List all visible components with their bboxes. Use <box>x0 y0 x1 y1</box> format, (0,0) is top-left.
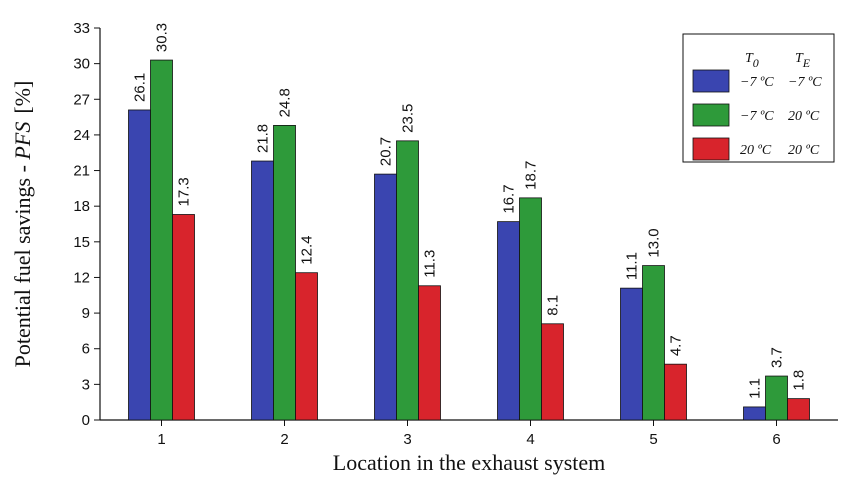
legend-te-value: 20 ºC <box>788 143 820 158</box>
y-tick-label: 18 <box>73 198 90 215</box>
data-label: 23.5 <box>400 104 417 133</box>
bar <box>664 363 687 421</box>
bar <box>128 109 151 421</box>
legend-t0-value: −7 ºC <box>740 75 774 90</box>
bar <box>295 272 318 421</box>
x-axis-ticks: 1 2 3 4 5 6 <box>157 420 781 448</box>
legend-rows: −7 ºC −7 ºC −7 ºC 20 ºC 20 ºC 20 ºC <box>692 69 822 161</box>
bar <box>251 160 274 421</box>
data-label: 24.8 <box>277 88 294 117</box>
bar <box>396 140 419 421</box>
y-tick-label: 21 <box>73 163 90 180</box>
bar <box>765 375 788 421</box>
y-tick-label: 6 <box>82 341 90 358</box>
legend-t0-value: 20 ºC <box>740 143 772 158</box>
data-label: 8.1 <box>545 295 562 316</box>
y-tick-label: 12 <box>73 269 90 286</box>
legend-swatch <box>692 137 730 161</box>
data-label: 12.4 <box>299 235 316 264</box>
data-label: 26.1 <box>132 73 149 102</box>
y-tick-label: 0 <box>82 412 90 429</box>
bar <box>374 173 397 421</box>
y-tick-label: 15 <box>73 234 90 251</box>
legend-swatch <box>692 103 730 127</box>
legend-te-value: 20 ºC <box>788 109 820 124</box>
data-label: 1.8 <box>791 370 808 391</box>
y-tick-label: 24 <box>73 127 90 144</box>
data-labels: 26.1 30.3 17.3 21.8 24.8 12.4 20.7 23.5 11.3 16.7… <box>132 23 808 399</box>
legend-header-t0-sub: 0 <box>753 56 759 70</box>
bar-series <box>128 59 810 421</box>
bar <box>273 125 296 421</box>
x-tick-label: 1 <box>157 431 165 448</box>
bar <box>620 287 643 421</box>
data-label: 17.3 <box>176 177 193 206</box>
data-label: 4.7 <box>668 335 685 356</box>
y-tick-label: 33 <box>73 20 90 37</box>
x-tick-label: 5 <box>649 431 657 448</box>
legend-header-t0-main: T <box>745 51 754 66</box>
x-tick-label: 6 <box>772 431 780 448</box>
legend-te-value: −7 ºC <box>788 75 822 90</box>
legend-header-t0: T0 <box>745 51 759 70</box>
bar <box>642 265 665 421</box>
data-label: 16.7 <box>501 184 518 213</box>
x-axis-title: Location in the exhaust system <box>333 450 606 475</box>
bar <box>519 197 542 421</box>
data-label: 3.7 <box>769 347 786 368</box>
bar <box>418 285 441 421</box>
bar <box>150 59 173 421</box>
y-tick-label: 9 <box>82 305 90 322</box>
data-label: 11.3 <box>422 250 439 278</box>
data-label: 30.3 <box>154 23 171 52</box>
y-axis-title-prefix: Potential fuel savings - <box>10 160 35 368</box>
data-label: 20.7 <box>378 137 395 166</box>
legend-swatch <box>692 69 730 93</box>
data-label: 13.0 <box>646 228 663 257</box>
data-label: 1.1 <box>747 378 764 399</box>
data-label: 21.8 <box>255 124 272 153</box>
legend-header-te-sub: E <box>802 56 811 70</box>
data-label: 11.1 <box>624 252 641 280</box>
y-tick-label: 27 <box>73 91 90 108</box>
x-tick-label: 2 <box>280 431 288 448</box>
y-axis-title-italic: PFS <box>10 122 35 161</box>
y-tick-label: 3 <box>82 376 90 393</box>
legend-t0-value: −7 ºC <box>740 109 774 124</box>
data-label: 18.7 <box>523 161 540 190</box>
bar <box>497 221 520 421</box>
bar <box>743 406 766 421</box>
x-tick-label: 3 <box>403 431 411 448</box>
bar <box>541 323 564 421</box>
x-tick-label: 4 <box>526 431 534 448</box>
bar <box>787 398 810 421</box>
y-axis-ticks: 0 3 6 9 12 15 18 21 24 27 30 33 <box>73 20 100 429</box>
legend-header-te-main: T <box>795 51 804 66</box>
y-axis-title-unit: [%] <box>10 81 35 114</box>
y-tick-label: 30 <box>73 56 90 73</box>
y-axis-title: Potential fuel savings - PFS [%] <box>10 81 35 368</box>
bar <box>172 214 195 421</box>
legend-header-te: TE <box>795 51 811 70</box>
